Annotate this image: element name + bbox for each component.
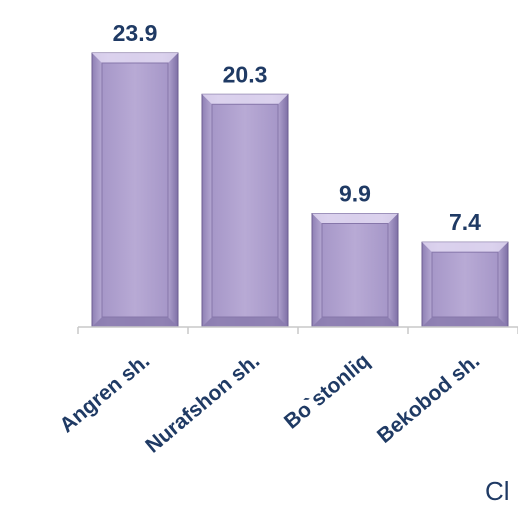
bar <box>421 241 509 328</box>
bar-bevel-bottom <box>92 317 178 327</box>
bar-bevel-bottom <box>202 317 288 327</box>
bar-bevel-top <box>422 242 508 253</box>
bar <box>311 213 399 328</box>
x-tick-label: Bo`stonliq <box>280 349 374 433</box>
bar-face <box>211 103 279 318</box>
bar-value-label: 7.4 <box>449 209 481 235</box>
x-tick-label: Angren sh. <box>55 349 154 437</box>
corner-text: Cl <box>485 476 510 506</box>
bar <box>91 52 179 328</box>
bar-value-label: 9.9 <box>339 181 371 207</box>
bar-bevel-top <box>92 53 178 63</box>
bar-face <box>321 223 389 318</box>
bar-bevel-top <box>202 94 288 105</box>
bar-bevel-top <box>312 213 398 224</box>
bar-face <box>431 251 499 318</box>
bar <box>201 93 289 328</box>
x-tick-label: Bekobod sh. <box>373 349 484 448</box>
bar-value-label: 23.9 <box>113 20 158 46</box>
bar-bevel-bottom <box>312 317 398 327</box>
x-tick-label: Nurafshon sh. <box>141 349 264 457</box>
bar-value-label: 20.3 <box>223 61 268 87</box>
bar-bevel-bottom <box>422 317 508 327</box>
bar-face <box>101 62 169 318</box>
